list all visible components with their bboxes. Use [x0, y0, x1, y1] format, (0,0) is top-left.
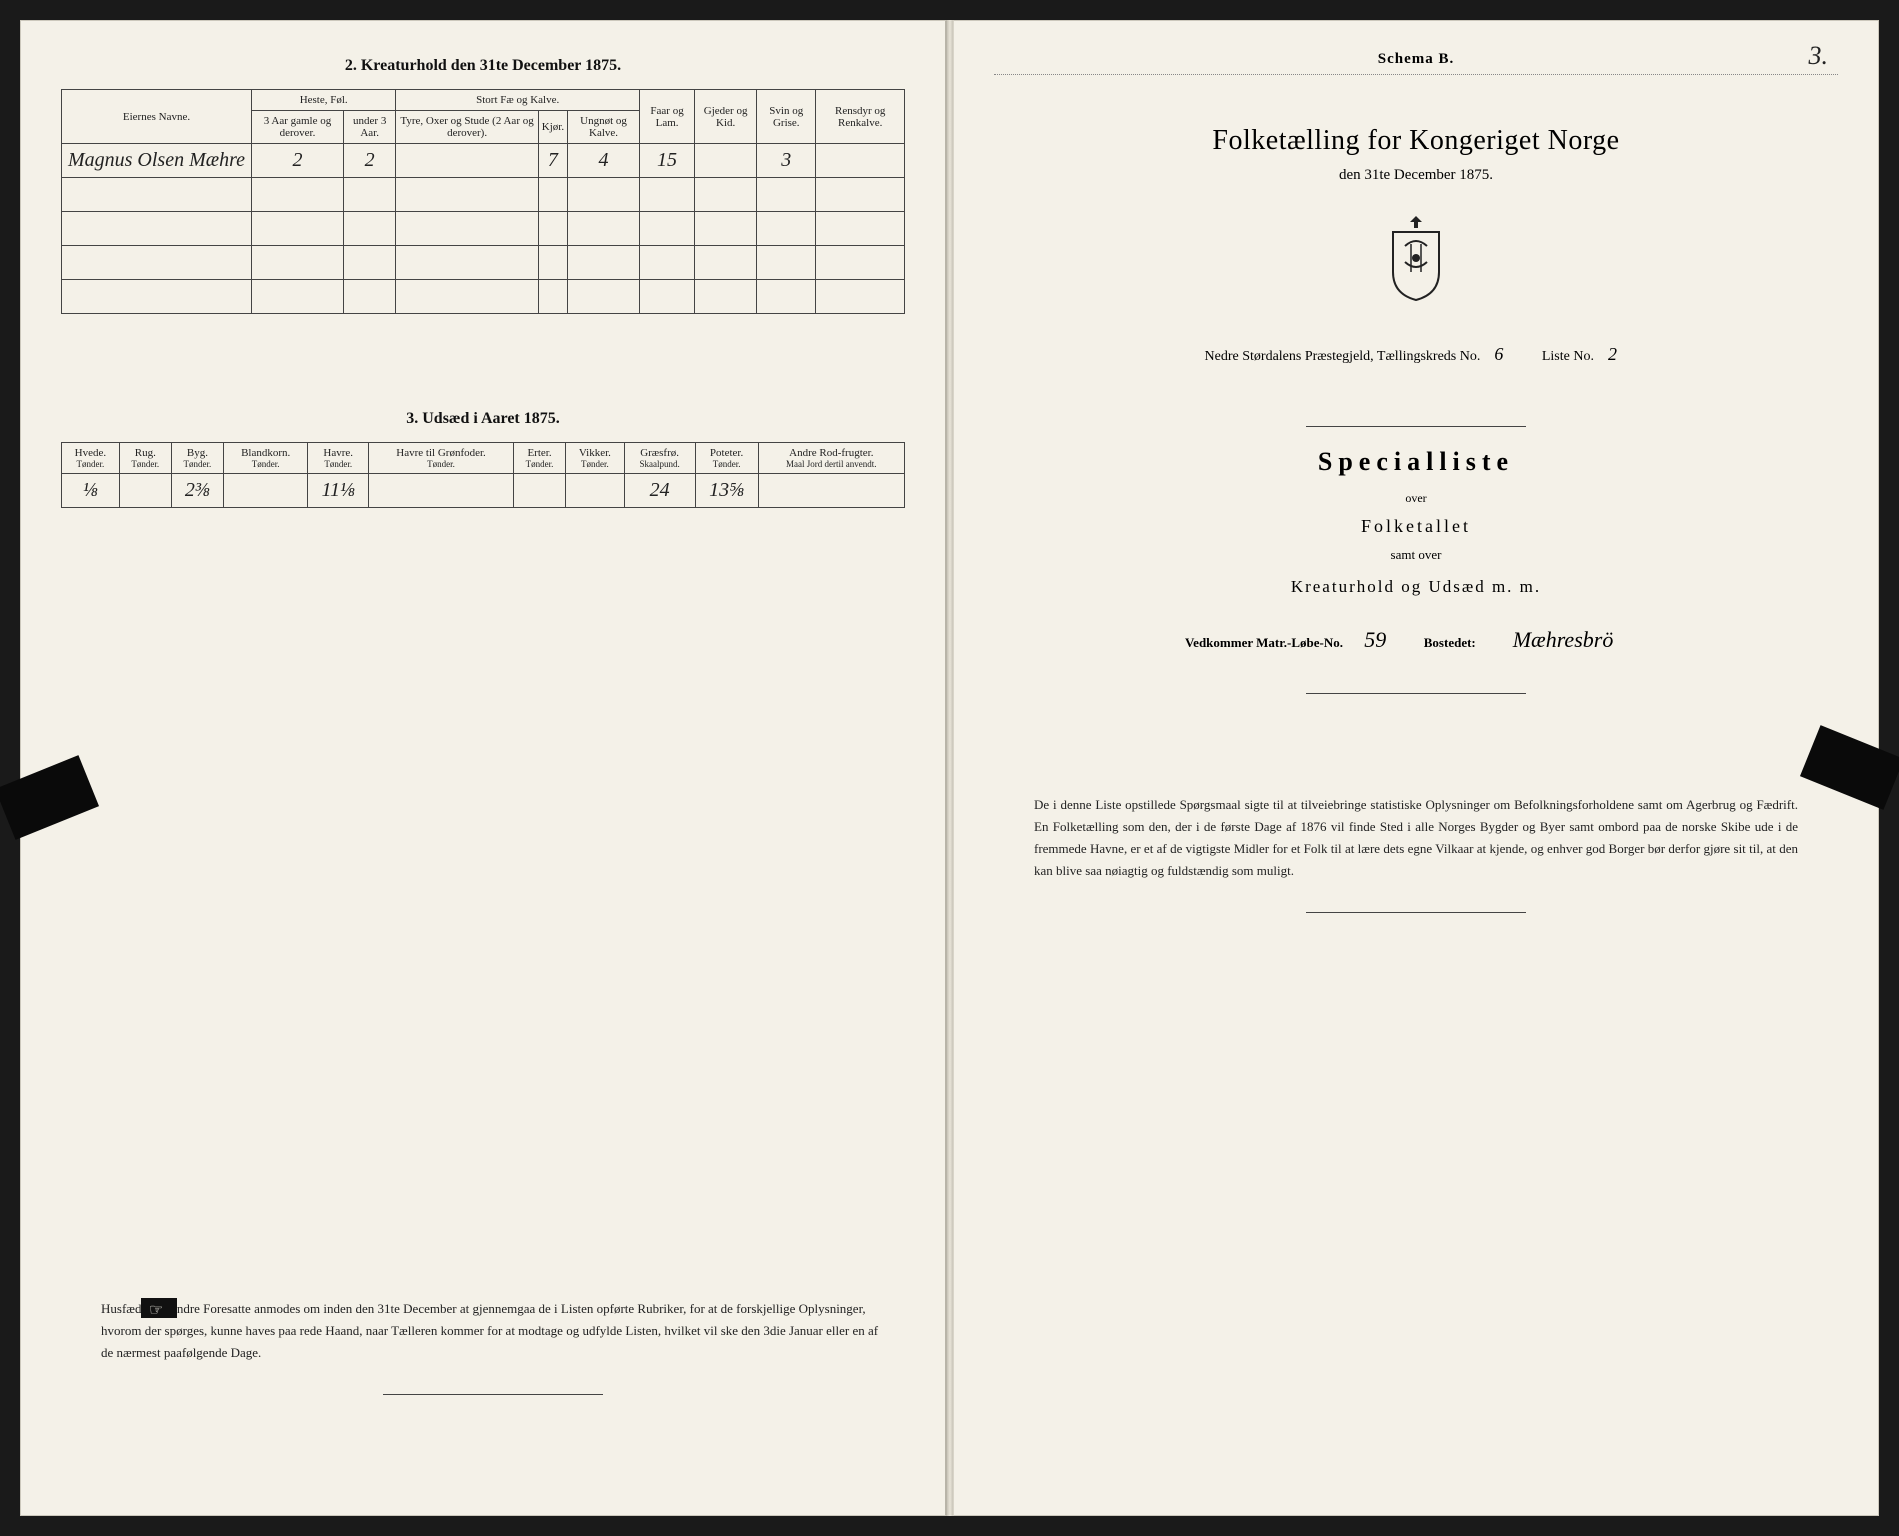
col-pigs: Svin og Grise. — [757, 90, 816, 144]
left-footnote: Husfædre og andre Foresatte anmodes om i… — [101, 1298, 885, 1415]
col-horse-3plus: 3 Aar gamle og derover. — [252, 111, 344, 144]
over-label: over — [994, 491, 1838, 506]
col-group-horses: Heste, Føl. — [252, 90, 396, 111]
right-footnote: De i denne Liste opstillede Spørgsmaal s… — [994, 794, 1838, 882]
col-owner: Eiernes Navne. — [62, 90, 252, 144]
cell: 2⅜ — [171, 474, 223, 508]
col-barley: Byg.Tønder. — [171, 443, 223, 474]
left-page: 2. Kreaturhold den 31te December 1875. E… — [20, 20, 947, 1516]
coat-of-arms-icon — [1381, 214, 1451, 304]
col-wheat: Hvede.Tønder. — [62, 443, 120, 474]
seed-table: Hvede.Tønder. Rug.Tønder. Byg.Tønder. Bl… — [61, 442, 905, 508]
col-grass: Græsfrø.Skaalpund. — [624, 443, 695, 474]
kreds-no: 6 — [1484, 344, 1514, 366]
col-vetch: Vikker.Tønder. — [566, 443, 625, 474]
cell — [224, 474, 308, 508]
seed-header-row: Hvede.Tønder. Rug.Tønder. Byg.Tønder. Bl… — [62, 443, 905, 474]
table-row — [62, 246, 905, 280]
cell: ⅛ — [62, 474, 120, 508]
cell — [695, 144, 757, 178]
col-horse-under3: under 3 Aar. — [343, 111, 395, 144]
col-peas: Erter.Tønder. — [513, 443, 565, 474]
cell — [816, 144, 905, 178]
parish-line: Nedre Størdalens Præstegjeld, Tællingskr… — [994, 344, 1838, 366]
col-sheep: Faar og Lam. — [639, 90, 694, 144]
cell — [369, 474, 514, 508]
pointing-hand-icon — [141, 1298, 177, 1318]
cell: 11⅛ — [308, 474, 369, 508]
col-potato: Poteter.Tønder. — [695, 443, 758, 474]
right-page: 3. Schema B. Folketælling for Kongeriget… — [953, 20, 1879, 1516]
census-date: den 31te December 1875. — [994, 167, 1838, 184]
page-number: 3. — [1809, 41, 1829, 71]
cell: 3 — [757, 144, 816, 178]
col-calves: Ungnøt og Kalve. — [568, 111, 640, 144]
cell: 2 — [252, 144, 344, 178]
liste-no: 2 — [1597, 344, 1627, 366]
cell: 15 — [639, 144, 694, 178]
col-oats: Havre.Tønder. — [308, 443, 369, 474]
kreatur-label: Kreaturhold og Udsæd m. m. — [994, 577, 1838, 597]
vedkommer-line: Vedkommer Matr.-Løbe-No. 59 Bostedet: Mæ… — [994, 627, 1838, 653]
col-bulls: Tyre, Oxer og Stude (2 Aar og derover). — [396, 111, 538, 144]
cell: 2 — [343, 144, 395, 178]
cell — [513, 474, 565, 508]
ornament-rule — [1306, 912, 1526, 913]
table-row — [62, 280, 905, 314]
schema-label: Schema B. — [994, 51, 1838, 75]
livestock-table: Eiernes Navne. Heste, Føl. Stort Fæ og K… — [61, 89, 905, 314]
col-cows: Kjør. — [538, 111, 567, 144]
section-2-title: 2. Kreaturhold den 31te December 1875. — [61, 57, 905, 75]
owner-name: Magnus Olsen Mæhre — [62, 144, 252, 178]
cell — [566, 474, 625, 508]
bostedet-value: Mæhresbrö — [1483, 627, 1643, 653]
col-roots: Andre Rod-frugter.Maal Jord dertil anven… — [758, 443, 904, 474]
table-row — [62, 178, 905, 212]
section-3-title: 3. Udsæd i Aaret 1875. — [61, 410, 905, 428]
book-spread: 2. Kreaturhold den 31te December 1875. E… — [20, 20, 1879, 1516]
ornament-rule — [1306, 426, 1526, 427]
ornament-rule — [1306, 693, 1526, 694]
table-row — [62, 212, 905, 246]
col-reindeer: Rensdyr og Renkalve. — [816, 90, 905, 144]
ornament-rule — [383, 1394, 603, 1395]
col-mixed: Blandkorn.Tønder. — [224, 443, 308, 474]
census-title: Folketælling for Kongeriget Norge — [994, 125, 1838, 157]
cell: 24 — [624, 474, 695, 508]
table-row: Magnus Olsen Mæhre 2 2 7 4 15 3 — [62, 144, 905, 178]
cell: 13⅝ — [695, 474, 758, 508]
cell: 7 — [538, 144, 567, 178]
col-oats-green: Havre til Grønfoder.Tønder. — [369, 443, 514, 474]
cell — [119, 474, 171, 508]
cell: 4 — [568, 144, 640, 178]
cell — [758, 474, 904, 508]
col-group-cattle: Stort Fæ og Kalve. — [396, 90, 640, 111]
col-goats: Gjeder og Kid. — [695, 90, 757, 144]
table-row: ⅛ 2⅜ 11⅛ 24 13⅝ — [62, 474, 905, 508]
folketallet-label: Folketallet — [994, 516, 1838, 537]
matr-no: 59 — [1350, 627, 1400, 653]
specialliste-heading: Specialliste — [994, 447, 1838, 477]
cell — [396, 144, 538, 178]
col-rye: Rug.Tønder. — [119, 443, 171, 474]
samt-label: samt over — [994, 547, 1838, 563]
